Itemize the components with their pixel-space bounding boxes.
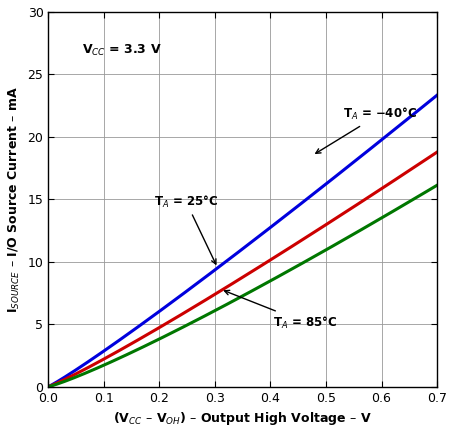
- Text: T$_A$ = 25°C: T$_A$ = 25°C: [154, 194, 218, 264]
- Text: T$_A$ = 85°C: T$_A$ = 85°C: [225, 290, 337, 331]
- X-axis label: (V$_{CC}$ – V$_{OH}$) – Output High Voltage – V: (V$_{CC}$ – V$_{OH}$) – Output High Volt…: [113, 410, 372, 427]
- Text: T$_A$ = −40°C: T$_A$ = −40°C: [316, 106, 417, 153]
- Y-axis label: I$_{SOURCE}$ – I/O Source Current – mA: I$_{SOURCE}$ – I/O Source Current – mA: [7, 86, 22, 313]
- Text: V$_{CC}$ = 3.3 V: V$_{CC}$ = 3.3 V: [82, 43, 161, 58]
